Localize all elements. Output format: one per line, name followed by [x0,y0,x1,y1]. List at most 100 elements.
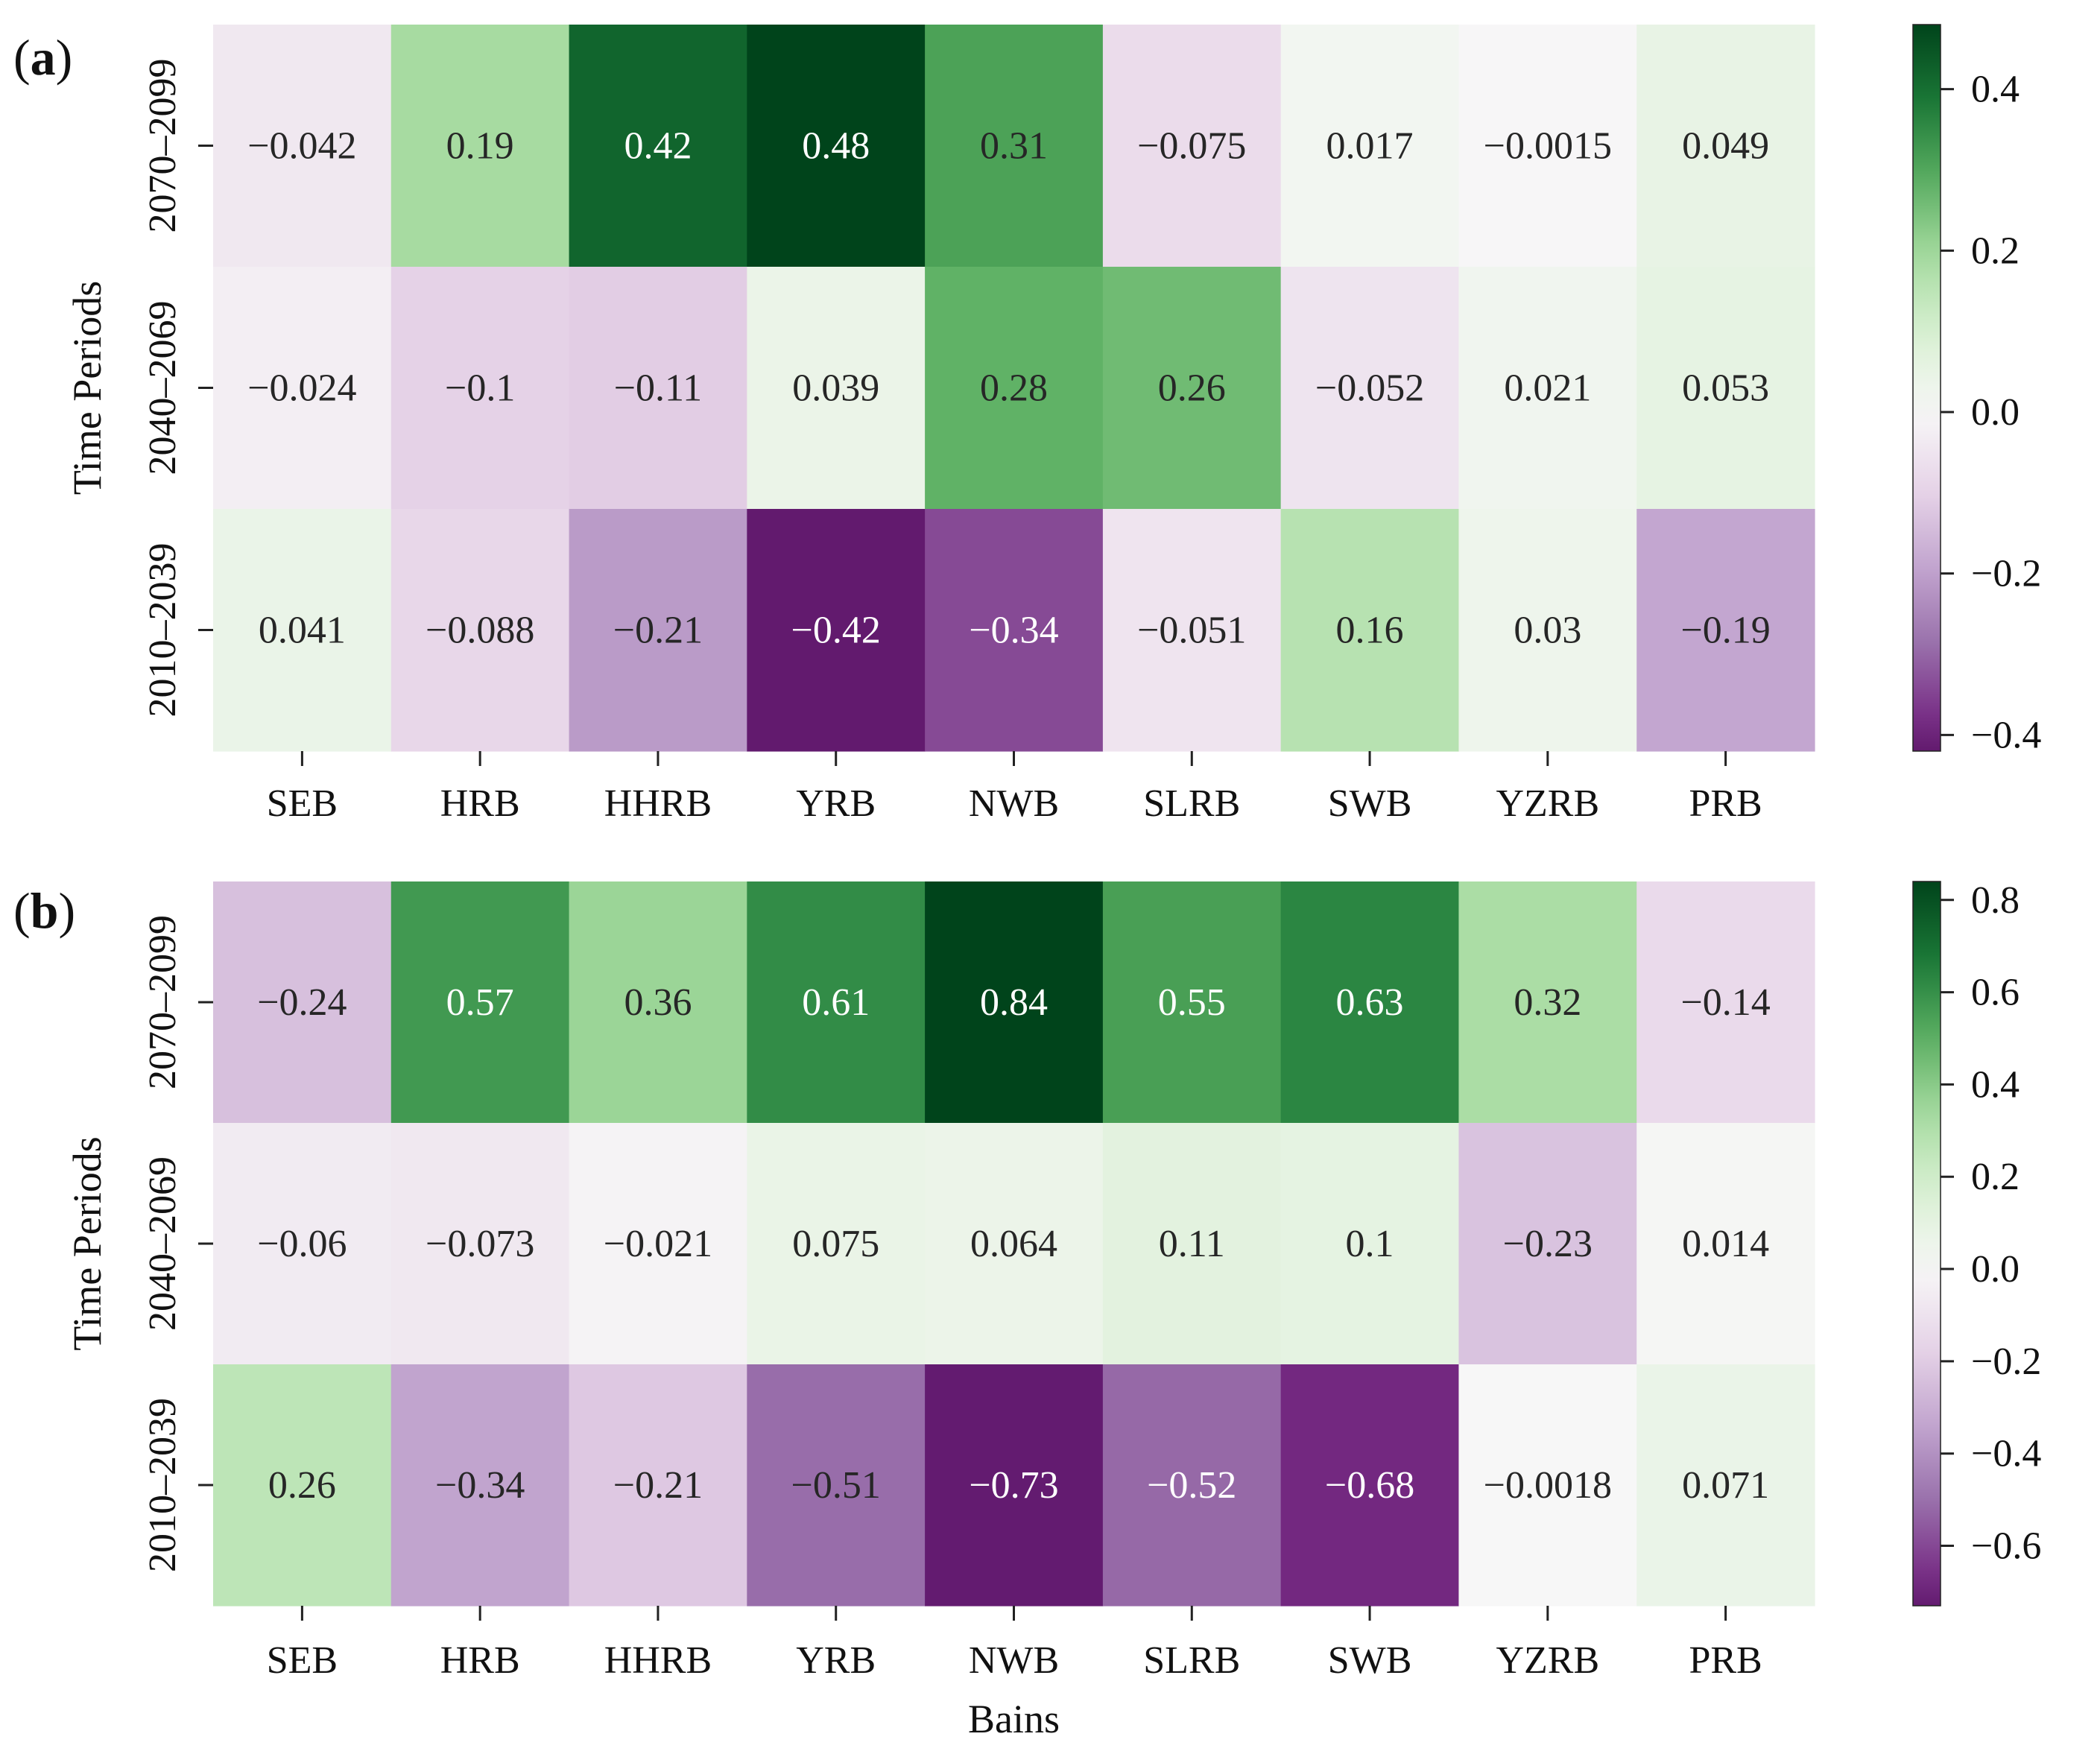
cell-value-label: −0.0015 [1484,125,1612,168]
cell-value-label: −0.73 [969,1464,1058,1507]
panel-label: (a) [13,29,72,86]
y-tick-label: 2040–2069 [142,1156,184,1331]
cell-value-label: 0.48 [802,125,870,168]
cell-value-label: −0.051 [1137,610,1246,652]
cell-value-label: 0.32 [1514,981,1581,1024]
cell-value-label: 0.16 [1336,610,1404,652]
heatmap-cell [1458,1364,1637,1607]
x-tick-label: YZRB [1496,1639,1599,1682]
heatmap-cell [213,25,392,268]
heatmap-cell [925,1123,1104,1365]
cell-value-label: −0.052 [1315,367,1424,410]
cell-value-label: 0.041 [259,610,346,652]
cell-value-label: −0.21 [613,610,703,652]
panel-label: (b) [13,882,75,939]
colorbar [1912,881,1941,1607]
cell-value-label: 0.28 [980,367,1048,410]
heatmap-cell [1102,509,1282,752]
cell-value-label: 0.1 [1346,1223,1394,1265]
cell-value-label: 0.26 [268,1464,336,1507]
heatmap-cell [1102,1364,1282,1607]
heatmap-cell [1636,881,1815,1124]
cell-value-label: 0.017 [1326,125,1414,168]
colorbar-tick-label: 0.6 [1971,972,2020,1014]
heatmap-cell [925,267,1104,510]
colorbar-tick-label: 0.4 [1971,1063,2020,1106]
heatmap-cell [390,25,570,268]
y-tick-label: 2070–2099 [142,915,184,1089]
y-tick-label: 2010–2039 [142,543,184,718]
cell-value-label: 0.039 [792,367,879,410]
x-tick-label: SWB [1328,782,1412,825]
x-tick-label: YZRB [1496,782,1599,825]
heatmap-cell [1280,509,1460,752]
cell-value-label: 0.57 [446,981,514,1024]
cell-value-label: −0.042 [247,125,356,168]
cell-value-label: −0.51 [791,1464,881,1507]
x-tick-label: YRB [796,1639,876,1682]
heatmap-cell [1102,25,1282,268]
cell-value-label: 0.075 [792,1223,879,1265]
heatmap-cell [747,267,926,510]
heatmap-cell [1458,509,1637,752]
x-tick-label: SWB [1328,1639,1412,1682]
heatmap-cell [390,1364,570,1607]
cell-value-label: −0.42 [791,610,881,652]
heatmap-cell [1636,267,1815,510]
cell-value-label: −0.021 [604,1223,712,1265]
heatmap-cell [1636,25,1815,268]
heatmap-cell [1458,267,1637,510]
heatmap-cell [925,881,1104,1124]
heatmap-cell [213,509,392,752]
panel-a: −0.042 0.19 0.42 0.48 0.31 −0.075 0.017 −0.0015… [13,24,2041,825]
colorbar-tick-label: 0.0 [1971,1248,2020,1291]
cell-value-label: 0.021 [1504,367,1591,410]
heatmap-cell [390,1123,570,1365]
cell-value-label: −0.23 [1503,1223,1593,1265]
x-tick-label: YRB [796,782,876,825]
y-tick-label: 2040–2069 [142,301,184,475]
y-tick-label: 2070–2099 [142,59,184,233]
colorbar-tick-label: −0.4 [1971,714,2041,756]
heatmap-cell [1280,267,1460,510]
heatmap-cell [213,1364,392,1607]
heatmap-cell [569,509,747,752]
cell-value-label: 0.053 [1682,367,1769,410]
heatmap-cell [1636,1123,1815,1365]
heatmap-cell [569,267,747,510]
heatmap-cell [569,1364,747,1607]
y-axis-label: Time Periods [65,281,110,496]
colorbar-tick-label: −0.2 [1971,1340,2041,1383]
cell-value-label: −0.11 [614,367,702,410]
heatmap-cell [1280,881,1460,1124]
colorbar-tick-label: 0.4 [1971,69,2020,111]
x-tick-label: NWB [969,782,1059,825]
cell-value-label: −0.21 [613,1464,703,1507]
cell-value-label: −0.1 [445,367,515,410]
heatmap-cell [1636,1364,1815,1607]
cell-value-label: −0.19 [1680,610,1770,652]
heatmap-cell [1102,267,1282,510]
heatmap-cell [1458,25,1637,268]
colorbar-tick-label: −0.4 [1971,1433,2041,1475]
cell-value-label: 0.84 [980,981,1048,1024]
x-tick-label: HRB [440,782,520,825]
y-axis-label: Time Periods [65,1136,110,1351]
cell-value-label: −0.024 [247,367,356,410]
colorbar-tick-label: −0.6 [1971,1525,2041,1568]
colorbar-tick-label: −0.2 [1971,553,2041,595]
cell-value-label: 0.36 [624,981,692,1024]
cell-value-label: −0.14 [1680,981,1770,1024]
cell-value-label: −0.088 [426,610,534,652]
cell-value-label: 0.03 [1514,610,1581,652]
x-tick-label: SEB [267,1639,338,1682]
heatmap-cell [1102,1123,1282,1365]
heatmap-cell [1280,25,1460,268]
cell-value-label: −0.075 [1137,125,1246,168]
cell-value-label: −0.06 [257,1223,347,1265]
heatmap-cell [1636,509,1815,752]
colorbar-tick-label: 0.2 [1971,230,2020,272]
cell-value-label: 0.11 [1159,1223,1225,1265]
x-tick-label: HRB [440,1639,520,1682]
